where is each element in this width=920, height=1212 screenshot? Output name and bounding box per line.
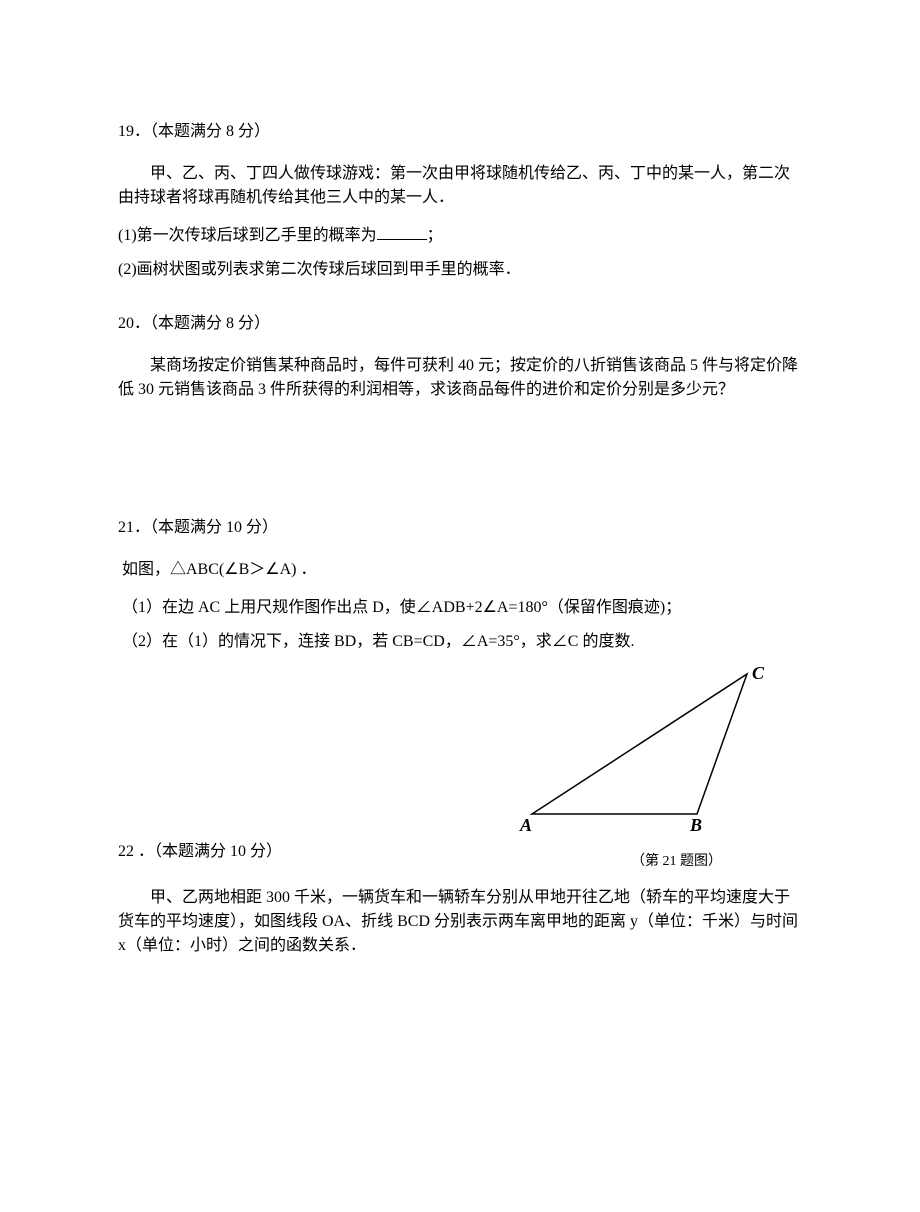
- triangle-shape: [532, 674, 747, 814]
- q21-intro: 如图，△ABC(∠B＞∠A) ．: [122, 558, 802, 582]
- label-C: C: [752, 660, 764, 687]
- q19-intro: 甲、乙、丙、丁四人做传球游戏：第一次由甲将球随机传给乙、丙、丁中的某一人，第二次…: [118, 162, 802, 210]
- q20-header: 20．（本题满分 8 分）: [118, 312, 802, 336]
- q21-caption: （第 21 题图）: [631, 851, 722, 872]
- q19-header: 19．（本题满分 8 分）: [118, 120, 802, 144]
- q21-triangle: A B C: [522, 664, 772, 842]
- q19-part1: (1)第一次传球后球到乙手里的概率为 ；: [118, 224, 802, 248]
- q22-body: 甲、乙两地相距 300 千米，一辆货车和一辆轿车分别从甲地开往乙地（轿车的平均速…: [118, 886, 802, 958]
- q21-part1: （1）在边 AC 上用尺规作图作出点 D，使∠ADB+2∠A=180°（保留作图…: [122, 596, 802, 620]
- q20-body: 某商场按定价销售某种商品时，每件可获利 40 元；按定价的八折销售该商品 5 件…: [118, 354, 802, 402]
- q19-part1-post: ；: [427, 227, 443, 244]
- q21-part2: （2）在（1）的情况下，连接 BD，若 CB=CD，∠A=35°，求∠C 的度数…: [122, 630, 802, 654]
- triangle-svg: [522, 664, 772, 834]
- q19-part1-pre: (1)第一次传球后球到乙手里的概率为: [118, 227, 377, 244]
- label-B: B: [690, 812, 702, 839]
- q22-header: 22 ．（本题满分 10 分）: [118, 840, 282, 864]
- q21-figure-block: A B C 22 ．（本题满分 10 分） （第 21 题图）: [118, 664, 802, 864]
- q19-part2: (2)画树状图或列表求第二次传球后球回到甲手里的概率．: [118, 258, 802, 282]
- label-A: A: [520, 812, 532, 839]
- q19-blank: [377, 224, 427, 240]
- q21-header: 21．（本题满分 10 分）: [118, 516, 802, 540]
